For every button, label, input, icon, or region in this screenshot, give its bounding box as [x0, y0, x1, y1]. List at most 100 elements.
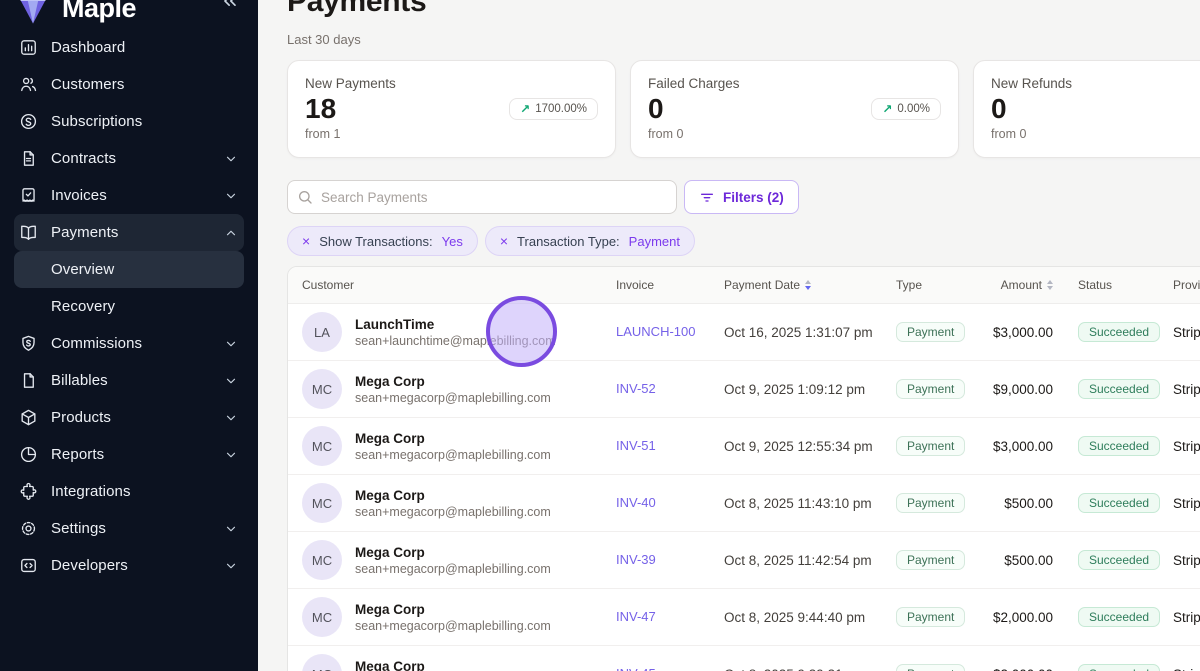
- invoice-link[interactable]: INV-51: [616, 438, 656, 453]
- sidebar-item-overview[interactable]: Overview: [14, 251, 244, 288]
- table-row[interactable]: MC Mega Corp sean+megacorp@maplebilling.…: [288, 475, 1200, 532]
- filter-chip-show-transactions-[interactable]: × Show Transactions: Yes: [287, 226, 478, 256]
- type-badge: Payment: [896, 664, 966, 671]
- filter-lines-icon: [701, 193, 713, 202]
- sidebar-item-integrations[interactable]: Integrations: [14, 473, 244, 510]
- customer-email: sean+megacorp@maplebilling.com: [355, 447, 551, 462]
- table-row[interactable]: MC Mega Corp sean+megacorp@maplebilling.…: [288, 589, 1200, 646]
- column-header-amount[interactable]: Amount: [983, 278, 1061, 292]
- sidebar-item-dashboard[interactable]: Dashboard: [14, 29, 244, 66]
- remove-filter-icon[interactable]: ×: [499, 233, 509, 249]
- sidebar-item-invoices[interactable]: Invoices: [14, 177, 244, 214]
- sidebar-item-contracts[interactable]: Contracts: [14, 140, 244, 177]
- customer-email: sean+launchtime@maplebilling.com: [355, 333, 556, 348]
- filter-chip-transaction-type-[interactable]: × Transaction Type: Payment: [484, 226, 695, 256]
- stat-value: 18: [305, 93, 337, 124]
- table-row[interactable]: LA LaunchTime sean+launchtime@maplebilli…: [288, 304, 1200, 361]
- search-box: [287, 180, 677, 214]
- amount: $9,000.00: [992, 381, 1053, 397]
- stat-comparison: from 1: [305, 126, 341, 141]
- stat-card-new-refunds: New Refunds 0 ↗ from 0: [973, 60, 1200, 158]
- invoice-link[interactable]: INV-47: [616, 609, 656, 624]
- payment-date: Oct 8, 2025 9:39:31 pm: [724, 667, 896, 671]
- gear-icon: [19, 519, 38, 538]
- page-title: Payments: [287, 0, 427, 18]
- sidebar-item-developers[interactable]: Developers: [14, 547, 244, 584]
- chevron-down-icon: [224, 374, 238, 388]
- sidebar-item-settings[interactable]: Settings: [14, 510, 244, 547]
- sidebar-item-billables[interactable]: Billables: [14, 362, 244, 399]
- avatar: MC: [302, 654, 342, 671]
- sidebar-item-commissions[interactable]: Commissions: [14, 325, 244, 362]
- avatar: MC: [302, 426, 342, 466]
- sidebar-item-reports[interactable]: Reports: [14, 436, 244, 473]
- table-header: Customer Invoice Payment Date Type Amount Sta…: [288, 267, 1200, 304]
- stat-comparison: from 0: [648, 126, 684, 141]
- invoice-icon: [19, 186, 38, 205]
- app-name: Maple: [62, 0, 137, 23]
- customer-name: Mega Corp: [355, 430, 425, 446]
- invoice-link[interactable]: INV-40: [616, 495, 656, 510]
- amount: $3,000.00: [992, 324, 1053, 340]
- contract-icon: [19, 149, 38, 168]
- customer-email: sean+megacorp@maplebilling.com: [355, 504, 551, 519]
- sidebar-item-subscriptions[interactable]: Subscriptions: [14, 103, 244, 140]
- amount: $2,000.00: [983, 667, 1061, 671]
- collapse-sidebar-icon[interactable]: [220, 0, 240, 16]
- status-badge: Succeeded: [1078, 436, 1161, 456]
- table-row[interactable]: MC Mega Corp sean+megacorp@maplebilling.…: [288, 361, 1200, 418]
- invoice-link[interactable]: INV-45: [616, 666, 656, 671]
- sidebar-item-payments[interactable]: Payments: [14, 214, 244, 251]
- chevron-down-icon: [224, 559, 238, 573]
- column-header-type: Type: [896, 278, 923, 292]
- stat-comparison: from 0: [991, 126, 1027, 141]
- avatar: MC: [302, 540, 342, 580]
- column-header-payment-date[interactable]: Payment Date: [724, 278, 896, 292]
- payment-date: Oct 9, 2025 12:55:34 pm: [724, 438, 873, 454]
- trend-up-icon: ↗: [520, 102, 531, 117]
- maple-logo-icon: [13, 0, 53, 26]
- table-row[interactable]: MC Mega Corp sean+megacorp@maplebilling.…: [288, 532, 1200, 589]
- payment-date: Oct 9, 2025 1:09:12 pm: [724, 381, 866, 397]
- table-row[interactable]: MC Mega Corp sean+megacorp@maplebilling.…: [288, 646, 1200, 671]
- sidebar-item-customers[interactable]: Customers: [14, 66, 244, 103]
- stat-card-new-payments: New Payments 18 ↗ 1700.00% from 1: [287, 60, 616, 158]
- type-badge: Payment: [896, 379, 966, 399]
- main-content: Payments Last 30 days New Payments 18 ↗ 1…: [258, 0, 1200, 671]
- type-badge: Payment: [896, 436, 966, 456]
- customer-name: Mega Corp: [355, 544, 425, 560]
- avatar: MC: [302, 369, 342, 409]
- customer-name: Mega Corp: [355, 658, 425, 671]
- remove-filter-icon[interactable]: ×: [302, 233, 311, 249]
- sort-icon: [805, 280, 812, 290]
- avatar: MC: [302, 483, 342, 523]
- sidebar-item-products[interactable]: Products: [14, 399, 244, 436]
- code-icon: [19, 556, 38, 575]
- customer-name: Mega Corp: [355, 601, 425, 617]
- sidebar-nav: Dashboard Customers Subscriptions Contra…: [0, 29, 258, 584]
- invoice-link[interactable]: INV-39: [616, 552, 656, 567]
- provider: Stripe: [1173, 495, 1200, 511]
- column-header-status: Status: [1078, 278, 1113, 292]
- payments-table: Customer Invoice Payment Date Type Amount Sta…: [287, 266, 1200, 671]
- type-badge: Payment: [896, 493, 966, 513]
- dollar-circle-icon: [19, 112, 38, 131]
- provider: Stripe: [1173, 324, 1200, 340]
- invoice-link[interactable]: LAUNCH-100: [616, 324, 696, 339]
- amount: $2,000.00: [992, 609, 1053, 625]
- trend-up-icon: ↗: [882, 102, 893, 117]
- customer-email: sean+megacorp@maplebilling.com: [355, 618, 551, 633]
- column-header-customer: Customer: [302, 278, 355, 292]
- chevron-down-icon: [224, 189, 238, 203]
- filters-button[interactable]: Filters (2): [684, 180, 799, 214]
- date-range-label: Last 30 days: [287, 32, 361, 47]
- app-logo[interactable]: Maple: [13, 0, 137, 26]
- provider: Stripe: [1173, 667, 1200, 671]
- table-row[interactable]: MC Mega Corp sean+megacorp@maplebilling.…: [288, 418, 1200, 475]
- search-input[interactable]: [287, 180, 677, 214]
- column-header-provider: Provider: [1173, 278, 1200, 292]
- sidebar-item-recovery[interactable]: Recovery: [51, 298, 116, 315]
- invoice-link[interactable]: INV-52: [616, 381, 656, 396]
- book-open-icon: [19, 223, 38, 242]
- stat-value: 0: [648, 93, 664, 124]
